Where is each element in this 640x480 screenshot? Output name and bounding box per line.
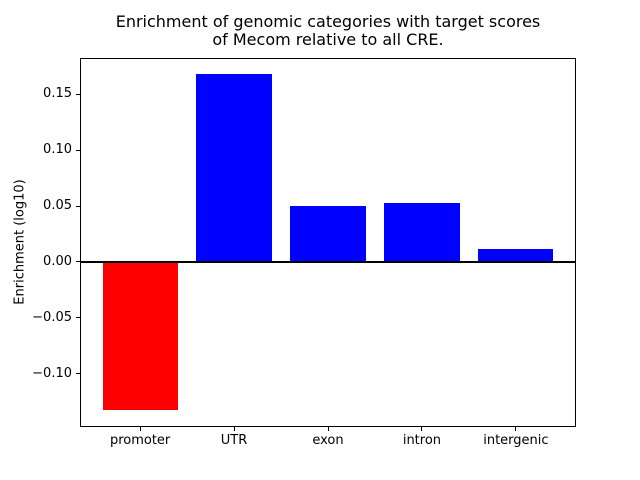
bar-UTR bbox=[196, 74, 272, 262]
x-tick-mark bbox=[233, 427, 235, 432]
x-tick-mark bbox=[515, 427, 517, 432]
x-tick-mark bbox=[421, 427, 423, 432]
chart-title: Enrichment of genomic categories with ta… bbox=[115, 12, 541, 49]
y-tick-label: 0.10 bbox=[43, 142, 72, 158]
y-tick-mark bbox=[76, 373, 80, 375]
y-tick-label: 0.15 bbox=[43, 86, 72, 102]
y-tick-mark bbox=[76, 317, 80, 319]
y-tick-label: −0.10 bbox=[32, 365, 72, 381]
x-tick-mark bbox=[139, 427, 141, 432]
x-tick-label-exon: exon bbox=[312, 433, 344, 448]
zero-baseline bbox=[80, 260, 576, 264]
x-tick-label-intron: intron bbox=[402, 433, 442, 448]
y-tick-mark bbox=[76, 205, 80, 207]
y-tick-mark bbox=[76, 149, 80, 151]
plot-area bbox=[80, 58, 576, 428]
y-tick-mark bbox=[76, 261, 80, 263]
bar-promoter bbox=[102, 261, 178, 411]
y-tick-label: 0.05 bbox=[43, 198, 72, 214]
bar-intron bbox=[384, 202, 460, 262]
y-tick-label: −0.05 bbox=[32, 309, 72, 325]
bar-exon bbox=[290, 206, 366, 262]
x-tick-label-intergenic: intergenic bbox=[483, 433, 549, 448]
x-tick-mark bbox=[327, 427, 329, 432]
y-tick-mark bbox=[76, 93, 80, 95]
y-tick-label: 0.00 bbox=[43, 253, 72, 269]
x-tick-label-promoter: promoter bbox=[109, 433, 171, 448]
bar-intergenic bbox=[478, 248, 554, 262]
x-tick-label-UTR: UTR bbox=[220, 433, 248, 448]
